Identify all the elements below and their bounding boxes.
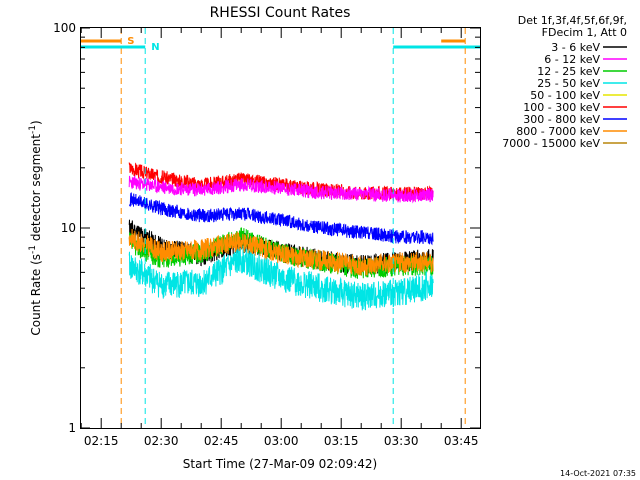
legend: Det 1f,3f,4f,5f,6f,9f,FDecim 1, Att 0 3 -… bbox=[502, 14, 627, 150]
x-tick-label: 02:15 bbox=[84, 434, 119, 448]
series-800-7000-kev-line bbox=[128, 228, 434, 276]
series-25-50-kev-line bbox=[128, 244, 434, 311]
series-6-12-kev-line bbox=[128, 175, 434, 204]
y-axis-label: Count Rate (s-1 detector segment-1) bbox=[28, 120, 43, 335]
legend-entry-label: 300 - 800 keV bbox=[523, 113, 600, 126]
legend-entry-label: 6 - 12 keV bbox=[544, 53, 600, 66]
legend-title-line: Det 1f,3f,4f,5f,6f,9f, bbox=[518, 14, 627, 27]
x-tick-label: 02:45 bbox=[204, 434, 239, 448]
legend-entry-label: 800 - 7000 keV bbox=[516, 125, 600, 138]
legend-entry-label: 25 - 50 keV bbox=[537, 77, 600, 90]
y-tick-label: 1 bbox=[68, 421, 76, 435]
footer-timestamp: 14-Oct-2021 07:35 bbox=[560, 469, 636, 478]
marker-label-s: S bbox=[127, 36, 134, 47]
legend-title-line: FDecim 1, Att 0 bbox=[542, 26, 627, 39]
x-tick-label: 03:45 bbox=[444, 434, 479, 448]
marker-layer: SN bbox=[80, 28, 480, 428]
chart-title: RHESSI Count Rates bbox=[210, 5, 351, 21]
series-300-800-kev-line bbox=[129, 192, 434, 246]
axes-layer: 02:15 02:30 02:45 03:00 03:15 03:30 03:45 1 10 10… bbox=[53, 21, 480, 448]
legend-entry-label: 7000 - 15000 keV bbox=[502, 137, 600, 150]
legend-entry-label: 100 - 300 keV bbox=[523, 101, 600, 114]
x-tick-label: 03:15 bbox=[324, 434, 359, 448]
marker-label-n: N bbox=[151, 42, 159, 53]
x-axis-label: Start Time (27-Mar-09 02:09:42) bbox=[183, 457, 377, 471]
y-tick-label: 100 bbox=[53, 21, 76, 35]
legend-entry-label: 12 - 25 keV bbox=[537, 65, 600, 78]
x-tick-label: 02:30 bbox=[144, 434, 179, 448]
y-tick-label: 10 bbox=[61, 221, 76, 235]
data-layer bbox=[128, 162, 434, 311]
x-tick-label: 03:00 bbox=[264, 434, 299, 448]
legend-entry-label: 3 - 6 keV bbox=[551, 41, 600, 54]
x-tick-label: 03:30 bbox=[384, 434, 419, 448]
legend-entry-label: 50 - 100 keV bbox=[530, 89, 600, 102]
